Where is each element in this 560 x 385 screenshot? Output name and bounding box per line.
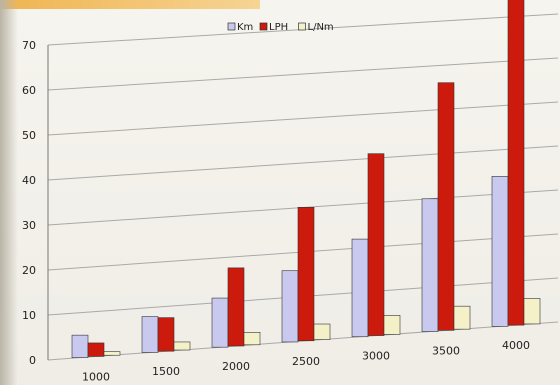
gridline	[47, 101, 559, 136]
legend-swatch	[298, 22, 306, 31]
bar	[383, 315, 401, 335]
x-tick-label: 3000	[362, 350, 390, 363]
bar	[523, 298, 541, 325]
left-edge-shadow	[0, 0, 18, 385]
y-tick-labels: 0 10 20 30 40 50 60 70	[22, 39, 36, 367]
y-tick-label: 40	[22, 174, 36, 187]
x-tick-labels: 1000 1500 2000 2500 3000 3500 4000	[82, 339, 530, 383]
x-tick-label: 2000	[222, 360, 250, 373]
y-tick-label: 60	[22, 84, 36, 97]
y-tick-label: 20	[22, 264, 36, 277]
y-tick-label: 10	[22, 309, 36, 322]
bar	[507, 0, 525, 326]
bar	[211, 297, 229, 348]
legend-label: LPH	[269, 22, 288, 33]
legend-swatch	[259, 22, 268, 31]
bar	[313, 323, 331, 340]
x-tick-label: 1000	[82, 370, 110, 383]
bar	[491, 176, 509, 327]
top-accent-band	[0, 0, 260, 9]
bar	[141, 316, 159, 353]
bar	[437, 82, 455, 331]
bar	[173, 341, 191, 351]
x-tick-label: 3500	[432, 344, 460, 357]
bar	[157, 317, 175, 352]
bar	[297, 206, 315, 342]
bar	[367, 153, 385, 336]
x-tick-label: 4000	[502, 339, 530, 352]
bar	[421, 198, 439, 332]
gridline	[47, 145, 559, 181]
y-tick-label: 30	[22, 219, 36, 232]
bars	[71, 0, 541, 358]
bar	[281, 270, 299, 343]
y-tick-label: 0	[29, 354, 36, 367]
bar	[351, 238, 369, 338]
bar	[243, 332, 261, 346]
gridline	[47, 57, 559, 91]
bar	[227, 267, 245, 347]
x-tick-label: 2500	[292, 355, 320, 368]
y-tick-label: 70	[22, 39, 36, 52]
bar	[87, 342, 105, 357]
bar	[71, 334, 89, 358]
legend: Km LPH L/Nm	[227, 22, 334, 33]
legend-swatch	[227, 22, 236, 31]
bar	[453, 305, 471, 330]
x-tick-label: 1500	[152, 365, 180, 378]
bar	[103, 351, 121, 356]
legend-label: L/Nm	[308, 22, 334, 33]
y-tick-label: 50	[22, 129, 36, 142]
legend-label: Km	[237, 22, 253, 33]
